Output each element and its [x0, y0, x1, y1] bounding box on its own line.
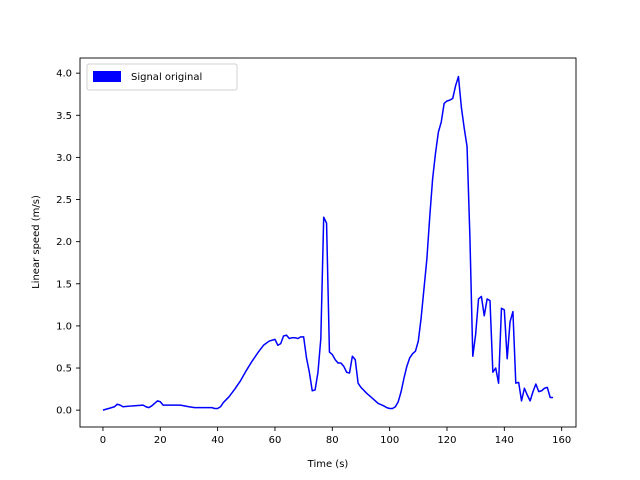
y-tick-label: 2.5: [56, 195, 72, 206]
x-tick-label: 40: [211, 435, 224, 446]
legend: Signal original: [86, 63, 238, 91]
x-tick-label: 20: [154, 435, 167, 446]
series-line: [102, 75, 554, 411]
legend-label: Signal original: [131, 72, 202, 83]
y-tick-label: 1.5: [56, 279, 72, 290]
y-tick-label: 3.0: [56, 153, 72, 164]
y-tick-label: 3.5: [56, 111, 72, 122]
y-tick-label: 0.5: [56, 364, 72, 375]
x-tick-label: 100: [380, 435, 399, 446]
axis-ticks: 0 20 40 60 80 100 120 140 160 0.0 0.5 1.0 1.5 2.0 2.5 3…: [56, 69, 571, 446]
y-tick-label: 0.0: [56, 406, 72, 417]
plot-data-layer: [102, 75, 554, 411]
x-tick-label: 160: [552, 435, 571, 446]
x-tick-label: 0: [100, 435, 106, 446]
y-tick-label: 2.0: [56, 237, 72, 248]
y-tick-label: 1.0: [56, 321, 72, 332]
y-tick-label: 4.0: [56, 69, 72, 80]
plot-frame: [79, 57, 577, 428]
x-tick-label: 140: [495, 435, 514, 446]
legend-frame: [86, 63, 238, 91]
y-axis-label: Linear speed (m/s): [31, 195, 42, 289]
x-axis-label: Time (s): [307, 459, 349, 470]
x-tick-label: 60: [269, 435, 282, 446]
x-tick-label: 80: [326, 435, 339, 446]
x-tick-label: 120: [437, 435, 456, 446]
legend-swatch: [93, 71, 121, 82]
